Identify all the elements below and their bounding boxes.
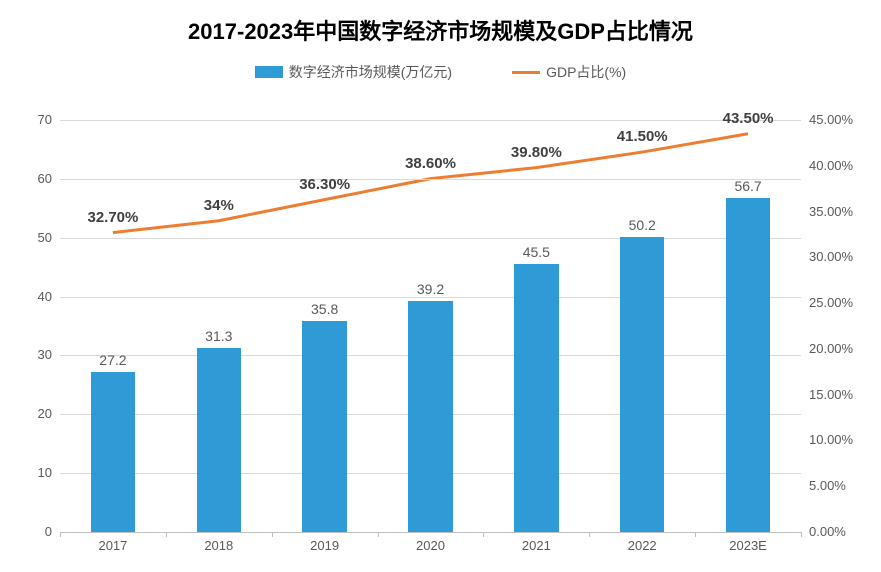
x-tick-mark xyxy=(589,532,590,537)
legend-swatch-line xyxy=(512,71,540,74)
x-tick-label: 2020 xyxy=(416,538,445,553)
x-tick-mark xyxy=(60,532,61,537)
x-tick-mark xyxy=(272,532,273,537)
y-right-tick-label: 30.00% xyxy=(809,249,853,264)
x-tick-mark xyxy=(378,532,379,537)
y-left-tick-label: 20 xyxy=(38,406,52,421)
x-tick-label: 2023E xyxy=(729,538,767,553)
bar xyxy=(91,372,135,532)
x-tick-mark xyxy=(166,532,167,537)
y-left-tick-label: 70 xyxy=(38,112,52,127)
legend-label-bar: 数字经济市场规模(万亿元) xyxy=(289,62,452,82)
y-right-tick-label: 20.00% xyxy=(809,341,853,356)
line-value-label: 36.30% xyxy=(299,176,350,193)
bar xyxy=(726,198,770,532)
legend-item-bar: 数字经济市场规模(万亿元) xyxy=(255,62,452,82)
y-right-tick-label: 40.00% xyxy=(809,158,853,173)
line-value-label: 38.60% xyxy=(405,155,456,172)
x-tick-label: 2022 xyxy=(628,538,657,553)
bar-value-label: 31.3 xyxy=(205,328,232,344)
x-tick-label: 2021 xyxy=(522,538,551,553)
chart-legend: 数字经济市场规模(万亿元) GDP占比(%) xyxy=(0,62,881,82)
bar xyxy=(514,264,558,532)
y-left-tick-label: 30 xyxy=(38,347,52,362)
x-tick-mark xyxy=(801,532,802,537)
bar-value-label: 35.8 xyxy=(311,301,338,317)
y-right-tick-label: 15.00% xyxy=(809,387,853,402)
legend-swatch-bar xyxy=(255,66,283,78)
bar-value-label: 56.7 xyxy=(734,178,761,194)
line-value-label: 41.50% xyxy=(617,128,668,145)
x-tick-mark xyxy=(483,532,484,537)
y-left-tick-label: 50 xyxy=(38,230,52,245)
legend-item-line: GDP占比(%) xyxy=(512,62,626,82)
y-right-tick-label: 35.00% xyxy=(809,204,853,219)
gridline xyxy=(60,120,801,121)
y-right-tick-label: 25.00% xyxy=(809,295,853,310)
y-left-tick-label: 40 xyxy=(38,289,52,304)
line-value-label: 34% xyxy=(204,197,234,214)
y-left-tick-label: 10 xyxy=(38,465,52,480)
x-tick-label: 2018 xyxy=(204,538,233,553)
bar xyxy=(197,348,241,532)
plot-area: 0102030405060700.00%5.00%10.00%15.00%20.… xyxy=(60,120,801,532)
line-value-label: 43.50% xyxy=(723,110,774,127)
x-tick-mark xyxy=(695,532,696,537)
bar xyxy=(408,301,452,532)
line-value-label: 32.70% xyxy=(87,209,138,226)
y-right-tick-label: 0.00% xyxy=(809,524,846,539)
y-right-tick-label: 45.00% xyxy=(809,112,853,127)
bar-value-label: 45.5 xyxy=(523,244,550,260)
bar-value-label: 27.2 xyxy=(99,352,126,368)
y-right-tick-label: 5.00% xyxy=(809,478,846,493)
legend-label-line: GDP占比(%) xyxy=(546,62,626,82)
line-value-label: 39.80% xyxy=(511,144,562,161)
gridline xyxy=(60,238,801,239)
chart-container: 2017-2023年中国数字经济市场规模及GDP占比情况 数字经济市场规模(万亿… xyxy=(0,0,881,572)
gridline xyxy=(60,179,801,180)
bar-value-label: 50.2 xyxy=(629,217,656,233)
chart-title: 2017-2023年中国数字经济市场规模及GDP占比情况 xyxy=(0,14,881,46)
y-right-tick-label: 10.00% xyxy=(809,432,853,447)
x-axis-line xyxy=(60,532,801,533)
y-left-tick-label: 60 xyxy=(38,171,52,186)
y-left-tick-label: 0 xyxy=(45,524,52,539)
bar xyxy=(302,321,346,532)
x-tick-label: 2019 xyxy=(310,538,339,553)
bar-value-label: 39.2 xyxy=(417,281,444,297)
bar xyxy=(620,237,664,532)
x-tick-label: 2017 xyxy=(98,538,127,553)
